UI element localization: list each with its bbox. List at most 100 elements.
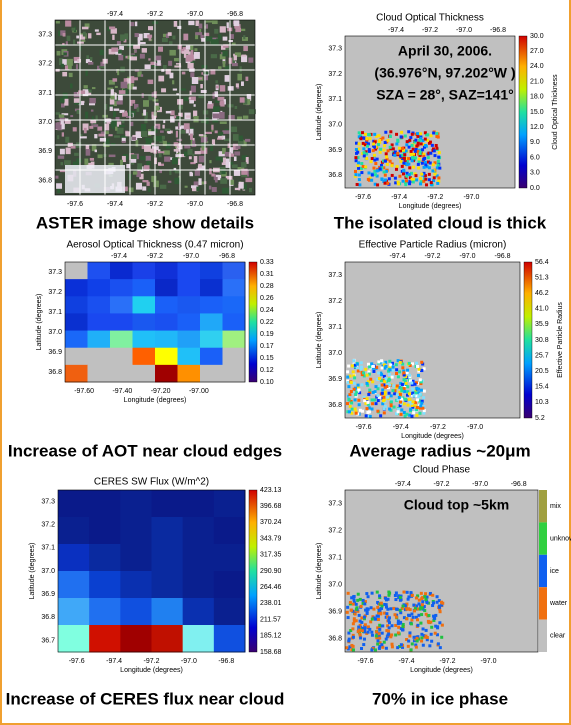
map-cell [152,517,184,545]
map-pixel [416,398,419,401]
map-pixel [433,149,436,152]
map-pixel [372,149,375,152]
map-pixel [375,630,378,633]
map-pixel [363,638,366,641]
map-pixel [376,639,379,642]
image-pixel [172,80,174,84]
map-pixel [436,625,439,628]
image-pixel [227,22,229,28]
map-pixel [430,181,433,184]
image-pixel [98,154,103,158]
colorbar-tick-label: 20.5 [535,368,549,375]
map-cell [88,365,111,383]
image-pixel [211,125,213,130]
image-pixel [186,55,193,62]
image-pixel [185,186,188,188]
image-pixel [176,131,178,138]
map-cell [110,348,133,366]
annotation: April 30, 2006. [398,43,492,59]
top-tick-label: -97.2 [422,27,438,34]
image-pixel [137,107,140,111]
image-pixel [190,91,192,95]
map-cell [120,490,152,518]
image-pixel [65,137,69,143]
map-pixel [408,635,411,638]
top-tick-label: -97.0 [460,253,476,260]
map-pixel [408,173,411,176]
map-pixel [412,180,415,183]
map-pixel [372,365,375,368]
map-pixel [416,624,419,627]
map-pixel [359,636,362,639]
colorbar-tick-label: 12.0 [530,124,544,131]
map-pixel [408,398,411,401]
map-pixel [400,389,403,392]
image-pixel [89,98,96,103]
map-pixel [371,157,374,160]
map-pixel [378,377,381,380]
image-pixel [174,58,179,61]
colorbar-tick-label: 30.8 [535,337,549,344]
image-pixel [195,170,200,175]
map-pixel [396,384,399,387]
colorbar [249,262,257,382]
left-tick-label: 37.2 [328,527,342,534]
image-pixel [222,51,227,57]
image-pixel [64,99,68,106]
map-cell [178,331,201,349]
map-pixel [347,365,350,368]
legend-label: water [549,600,568,607]
image-pixel [115,127,117,131]
map-pixel [358,633,361,636]
image-pixel [192,77,198,84]
image-pixel [216,86,219,89]
image-pixel [133,45,140,49]
image-pixel [201,90,207,93]
bottom-tick-label: -96.8 [227,201,243,208]
map-pixel [354,170,357,173]
image-pixel [184,123,190,129]
map-cell [88,331,111,349]
map-cell [133,279,156,297]
map-pixel [383,144,386,147]
map-cell [200,365,223,383]
annotation: SZA = 28°, SAZ=141° [376,87,514,103]
map-pixel [414,150,417,153]
image-pixel [249,109,256,114]
top-tick-label: -97.2 [434,481,450,488]
left-tick-label: 37.1 [328,554,342,561]
image-pixel [211,54,217,58]
map-pixel [368,628,371,631]
image-pixel [249,188,252,192]
map-pixel [355,603,358,606]
map-pixel [399,609,402,612]
map-pixel [397,182,400,185]
image-pixel [195,151,201,154]
map-pixel [383,399,386,402]
map-cell [110,313,133,331]
image-pixel [178,105,183,109]
map-pixel [381,646,384,649]
map-pixel [418,368,421,371]
image-pixel [239,182,244,189]
map-pixel [354,173,357,176]
map-pixel [387,149,390,152]
image-pixel [137,163,142,170]
map-pixel [353,376,356,379]
top-tick-label: -97.4 [390,253,406,260]
map-pixel [378,609,381,612]
map-pixel [411,133,414,136]
image-pixel [110,107,113,111]
image-pixel [168,32,172,36]
left-tick-label: 37.1 [41,545,55,552]
map-pixel [384,361,387,364]
map-pixel [352,622,355,625]
image-pixel [189,156,192,159]
map-pixel [400,131,403,134]
map-pixel [355,412,358,415]
top-tick-label: -97.4 [111,253,127,260]
image-pixel [181,130,186,134]
map-pixel [349,601,352,604]
image-pixel [130,100,135,104]
map-pixel [408,146,411,149]
